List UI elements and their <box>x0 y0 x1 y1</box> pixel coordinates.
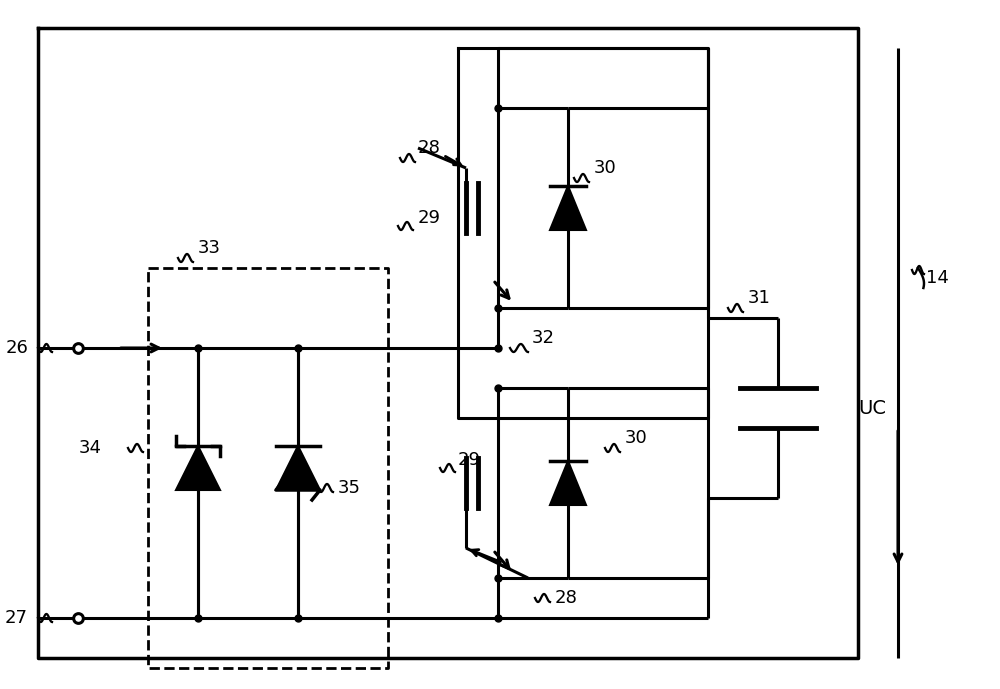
Text: UC: UC <box>858 398 886 418</box>
Polygon shape <box>550 186 586 230</box>
Text: 32: 32 <box>532 329 555 347</box>
Text: 27: 27 <box>5 609 28 627</box>
Polygon shape <box>276 446 320 490</box>
Text: 28: 28 <box>418 139 441 157</box>
Text: 29: 29 <box>418 209 441 227</box>
Text: 14: 14 <box>926 269 949 287</box>
Text: 31: 31 <box>748 289 771 307</box>
Text: 34: 34 <box>79 439 102 457</box>
Text: 29: 29 <box>458 451 481 469</box>
Text: 28: 28 <box>555 589 578 607</box>
Text: 26: 26 <box>5 339 28 357</box>
Text: 30: 30 <box>625 429 648 447</box>
Polygon shape <box>550 461 586 505</box>
Text: 35: 35 <box>338 479 361 497</box>
Text: 30: 30 <box>594 159 617 177</box>
Polygon shape <box>176 446 220 490</box>
Text: 33: 33 <box>198 239 221 257</box>
